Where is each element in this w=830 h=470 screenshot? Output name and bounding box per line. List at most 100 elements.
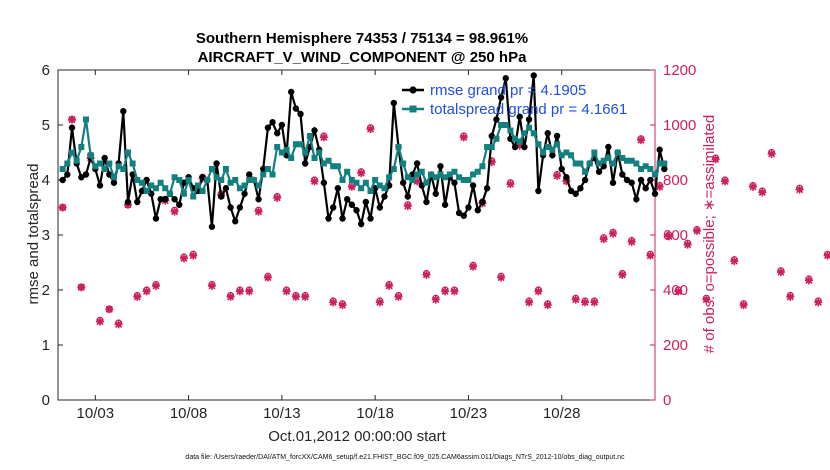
y-left-tick-label: 2 <box>42 282 50 299</box>
rmse-point <box>637 176 645 184</box>
spread-point <box>624 157 631 164</box>
spread-point <box>222 166 229 172</box>
rmse-point <box>301 160 309 167</box>
spread-point <box>428 171 435 178</box>
rmse-point <box>371 185 379 192</box>
spread-point <box>185 177 192 183</box>
spread-point <box>208 166 215 172</box>
obs-assimilated-point <box>189 251 198 260</box>
x-tick-label: 10/18 <box>356 405 394 422</box>
spread-point <box>367 188 374 194</box>
obs-assimilated-point <box>637 136 646 145</box>
rmse-point <box>628 179 635 186</box>
obs-assimilated-point <box>534 287 543 296</box>
obs-assimilated-point <box>394 292 403 301</box>
spread-point <box>488 144 495 150</box>
spread-point <box>269 171 276 178</box>
spread-point <box>586 160 593 167</box>
rmse-point <box>647 176 654 184</box>
x-tick-label: 10/03 <box>77 405 115 422</box>
spread-point <box>176 177 183 183</box>
rmse-point <box>120 108 127 115</box>
obs-assimilated-point <box>263 273 272 282</box>
obs-assimilated-point <box>758 188 767 197</box>
spread-point <box>246 177 253 183</box>
obs-assimilated-point <box>179 254 188 263</box>
rmse-point <box>437 163 444 170</box>
spread-point <box>334 163 341 170</box>
spread-point <box>171 174 178 181</box>
rmse-point <box>563 174 570 181</box>
rmse-point <box>297 110 304 118</box>
spread-point <box>521 130 528 137</box>
spread-point <box>87 152 94 159</box>
obs-assimilated-point <box>375 298 384 307</box>
y-right-tick-label: 1000 <box>663 117 696 134</box>
obs-assimilated-point <box>403 202 412 211</box>
spread-point <box>330 163 337 170</box>
obs-assimilated-point <box>226 292 235 301</box>
obs-assimilated-point <box>151 281 160 290</box>
obs-assimilated-point <box>683 240 692 249</box>
spread-point <box>278 149 285 156</box>
spread-point <box>516 138 523 145</box>
rmse-point <box>255 196 262 203</box>
rmse-point <box>288 88 295 96</box>
rmse-point <box>390 99 398 107</box>
spread-point <box>614 149 621 156</box>
rmse-point <box>469 182 477 189</box>
rmse-point <box>260 165 267 173</box>
rmse-point <box>651 190 659 197</box>
rmse-point <box>600 163 607 170</box>
rmse-point <box>418 182 425 189</box>
spread-point <box>390 166 397 172</box>
spread-point <box>582 168 589 175</box>
rmse-point <box>232 218 239 225</box>
obs-assimilated-point <box>776 268 785 277</box>
rmse-point <box>325 215 332 222</box>
legend-rmse-marker <box>409 86 417 94</box>
x-axis-label: Oct.01,2012 00:00:00 start <box>268 428 446 445</box>
spread-point <box>512 135 519 142</box>
spread-point <box>652 171 658 178</box>
obs-assimilated-point <box>310 177 319 186</box>
obs-assimilated-point <box>347 182 356 191</box>
spread-point <box>250 177 257 183</box>
rmse-point <box>399 179 407 186</box>
spread-point <box>115 163 122 170</box>
spread-point <box>446 171 453 178</box>
y-left-tick-label: 4 <box>42 172 50 189</box>
spread-point <box>180 190 187 197</box>
rmse-point <box>642 185 649 192</box>
obs-assimilated-point <box>618 270 627 279</box>
obs-assimilated-point <box>515 141 524 150</box>
spread-point <box>255 182 262 189</box>
y-left-tick-label: 1 <box>42 337 50 354</box>
spread-point <box>148 182 155 189</box>
rmse-point <box>82 171 90 178</box>
spread-point <box>110 174 117 181</box>
rmse-point <box>362 198 370 206</box>
spread-point <box>661 160 668 167</box>
obs-assimilated-point <box>562 177 571 186</box>
rmse-point <box>278 121 286 129</box>
rmse-point <box>218 193 225 200</box>
spread-point <box>73 157 80 164</box>
spread-point <box>311 155 318 161</box>
spread-point <box>241 182 248 189</box>
obs-assimilated-point <box>553 171 562 180</box>
obs-assimilated-point <box>804 276 813 285</box>
obs-assimilated-point <box>646 251 655 260</box>
rmse-point <box>143 176 150 184</box>
spread-point <box>400 160 407 167</box>
obs-assimilated-point <box>114 320 123 329</box>
spread-point <box>288 155 295 161</box>
spread-point <box>232 177 239 183</box>
spread-point <box>283 146 290 153</box>
spread-point <box>297 141 304 148</box>
y-left-tick-label: 0 <box>42 392 50 409</box>
obs-assimilated-point <box>245 287 254 296</box>
y-right-tick-label: 200 <box>663 337 688 354</box>
obs-assimilated-point <box>609 229 618 238</box>
rmse-point <box>633 196 640 203</box>
